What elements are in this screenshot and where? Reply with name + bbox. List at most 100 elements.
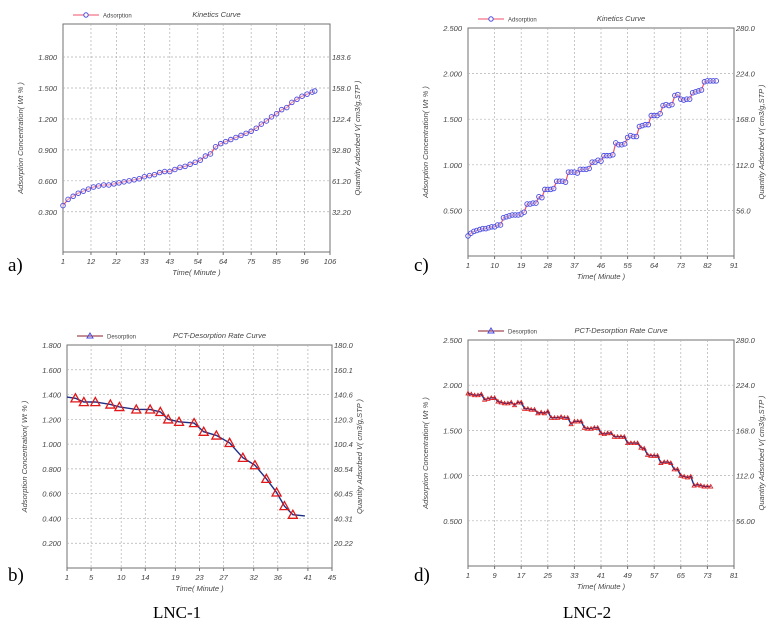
- y-tick-label: 2.000: [442, 70, 463, 79]
- data-point: [657, 110, 663, 117]
- y-tick-label: 1.000: [42, 440, 62, 449]
- y-tick-label: 1.600: [42, 366, 62, 375]
- data-point: [162, 413, 174, 424]
- data-point: [151, 171, 158, 178]
- y-tick-label: 1.800: [38, 53, 58, 62]
- data-point: [708, 483, 714, 489]
- y2-tick-label: 80.54: [334, 465, 353, 474]
- data-point: [136, 176, 143, 182]
- data-point: [535, 410, 541, 416]
- y2-tick-label: 56.0: [736, 206, 751, 215]
- data-point: [621, 141, 628, 147]
- x-axis-label: Time( Minute ): [577, 272, 626, 281]
- data-point: [648, 452, 654, 458]
- data-point: [126, 178, 132, 184]
- data-point: [601, 431, 608, 437]
- legend-label: Adsorption: [508, 18, 537, 24]
- data-point: [588, 425, 594, 431]
- data-point: [248, 128, 254, 135]
- data-point: [578, 418, 584, 424]
- data-point: [144, 403, 156, 414]
- y2-tick-label: 112.0: [736, 472, 755, 481]
- x-tick-label: 25: [543, 571, 553, 580]
- y2-tick-label: 280.0: [735, 336, 756, 345]
- x-tick-label: 43: [166, 257, 175, 266]
- y2-tick-label: 224.0: [735, 70, 756, 79]
- data-point: [585, 425, 591, 431]
- data-point: [521, 209, 527, 215]
- data-point: [78, 396, 90, 407]
- data-point: [268, 114, 275, 120]
- caption-lnc-1: LNC-1: [153, 603, 202, 622]
- data-point: [202, 153, 209, 159]
- data-point: [481, 396, 488, 402]
- chart-title: PCT-Desorption Rate Curve: [574, 326, 667, 335]
- data-point: [210, 429, 222, 440]
- data-point: [263, 118, 270, 124]
- data-point: [654, 452, 661, 458]
- data-point: [156, 169, 163, 176]
- data-point: [669, 101, 675, 108]
- data-point: [518, 399, 524, 405]
- data-point: [468, 391, 475, 397]
- data-point: [664, 459, 671, 465]
- y-tick-label: 0.400: [42, 514, 62, 523]
- y-axis-label: Adsorption Concentration( Wt % ): [421, 397, 430, 510]
- data-point: [197, 157, 204, 163]
- data-point: [651, 452, 657, 458]
- data-point: [104, 398, 116, 409]
- plot-area: [62, 23, 331, 253]
- data-point: [644, 451, 651, 457]
- data-point: [495, 398, 501, 404]
- y-axis-label: Adsorption Concentration( Wt % ): [20, 400, 29, 513]
- data-point: [131, 177, 137, 183]
- data-point: [555, 414, 561, 420]
- data-point: [289, 99, 295, 106]
- x-tick-label: 91: [730, 261, 738, 270]
- data-point: [471, 392, 478, 398]
- data-point: [113, 401, 126, 412]
- y2-tick-label: 40.31: [334, 514, 353, 523]
- y2-tick-label: 100.4: [334, 440, 353, 449]
- x-tick-label: 17: [517, 571, 526, 580]
- x-tick-label: 65: [677, 571, 686, 580]
- data-point: [465, 390, 471, 396]
- data-point: [678, 472, 684, 478]
- data-point: [278, 500, 291, 511]
- y2-tick-label: 56.00: [736, 517, 756, 526]
- data-point: [574, 170, 581, 176]
- data-point: [611, 433, 617, 439]
- y2-tick-label: 61.20: [332, 177, 352, 186]
- data-point: [686, 96, 693, 102]
- y-tick-label: 0.600: [42, 490, 62, 499]
- legend-marker-circle: [83, 12, 89, 18]
- data-point: [207, 151, 214, 157]
- y-tick-label: 1.200: [38, 115, 58, 124]
- x-tick-label: 64: [219, 257, 227, 266]
- data-point: [586, 165, 592, 172]
- legend-label: Desorption: [508, 330, 537, 336]
- y-tick-label: 1.400: [42, 391, 62, 400]
- data-point: [478, 391, 484, 397]
- data-point: [270, 486, 283, 497]
- x-tick-label: 1: [466, 571, 470, 580]
- chart-d: 1 9 17 25 33 41 49 57 65 73 81 0.500 56.00 1.000 112.0…: [421, 326, 766, 591]
- data-point: [284, 104, 290, 111]
- data-point: [645, 121, 652, 128]
- y-tick-label: 0.900: [38, 146, 58, 155]
- data-point: [89, 396, 101, 407]
- data-point: [497, 222, 504, 228]
- data-point: [304, 91, 310, 97]
- data-point: [508, 399, 514, 405]
- series-line: [66, 396, 305, 517]
- y-tick-label: 1.000: [443, 472, 463, 481]
- x-tick-label: 1: [65, 573, 69, 582]
- data-point: [278, 106, 285, 113]
- x-tick-label: 32: [250, 573, 259, 582]
- y2-axis-label: Quantity Adsorbed V( cm3/g,STP ): [355, 399, 364, 514]
- data-point: [253, 125, 260, 131]
- data-point: [598, 430, 604, 436]
- x-tick-label: 19: [517, 261, 526, 270]
- x-tick-label: 73: [703, 571, 712, 580]
- chart-a: 1 12 22 33 43 54 64 75 85 96 106 0.300 32.20 0.600 61.…: [16, 10, 362, 277]
